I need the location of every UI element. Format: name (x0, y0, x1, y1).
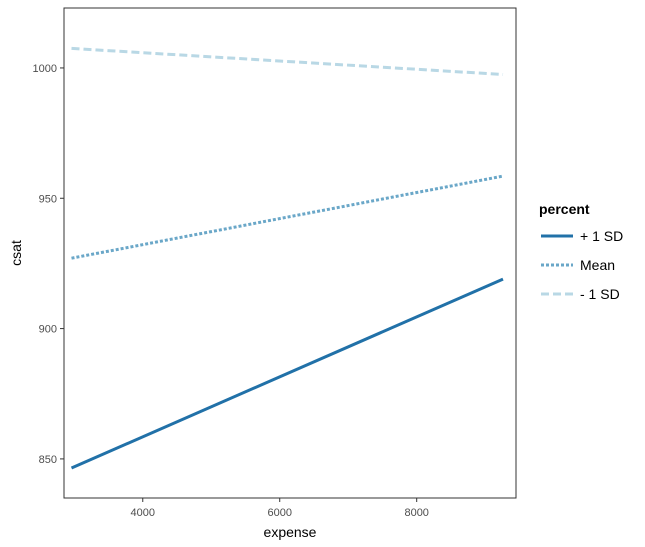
x-tick-label: 8000 (404, 507, 428, 519)
series-lines (70, 46, 504, 470)
x-tick-label: 6000 (267, 507, 291, 519)
y-tick-label: 1000 (33, 63, 57, 75)
y-axis: 850 900 950 1000 (33, 63, 64, 466)
y-axis-title: csat (8, 240, 24, 266)
series-line-3 (71, 46, 504, 76)
x-axis-title: expense (264, 524, 317, 540)
y-tick-label: 850 (39, 454, 57, 466)
legend-items: + 1 SD Mean - 1 SD (541, 228, 623, 302)
x-axis: 4000 6000 8000 (131, 498, 429, 519)
legend: percent + 1 SD Mean - 1 SD (539, 201, 623, 302)
legend-label-3: - 1 SD (580, 286, 620, 302)
y-tick-label: 900 (39, 324, 57, 336)
y-tick-label: 950 (39, 193, 57, 205)
x-tick-label: 4000 (131, 507, 155, 519)
legend-title: percent (539, 201, 590, 217)
legend-label-1: + 1 SD (580, 228, 623, 244)
legend-label-2: Mean (580, 257, 615, 273)
series-line-1 (70, 277, 504, 470)
series-line-2 (71, 174, 504, 260)
plot-panel (63, 7, 517, 499)
